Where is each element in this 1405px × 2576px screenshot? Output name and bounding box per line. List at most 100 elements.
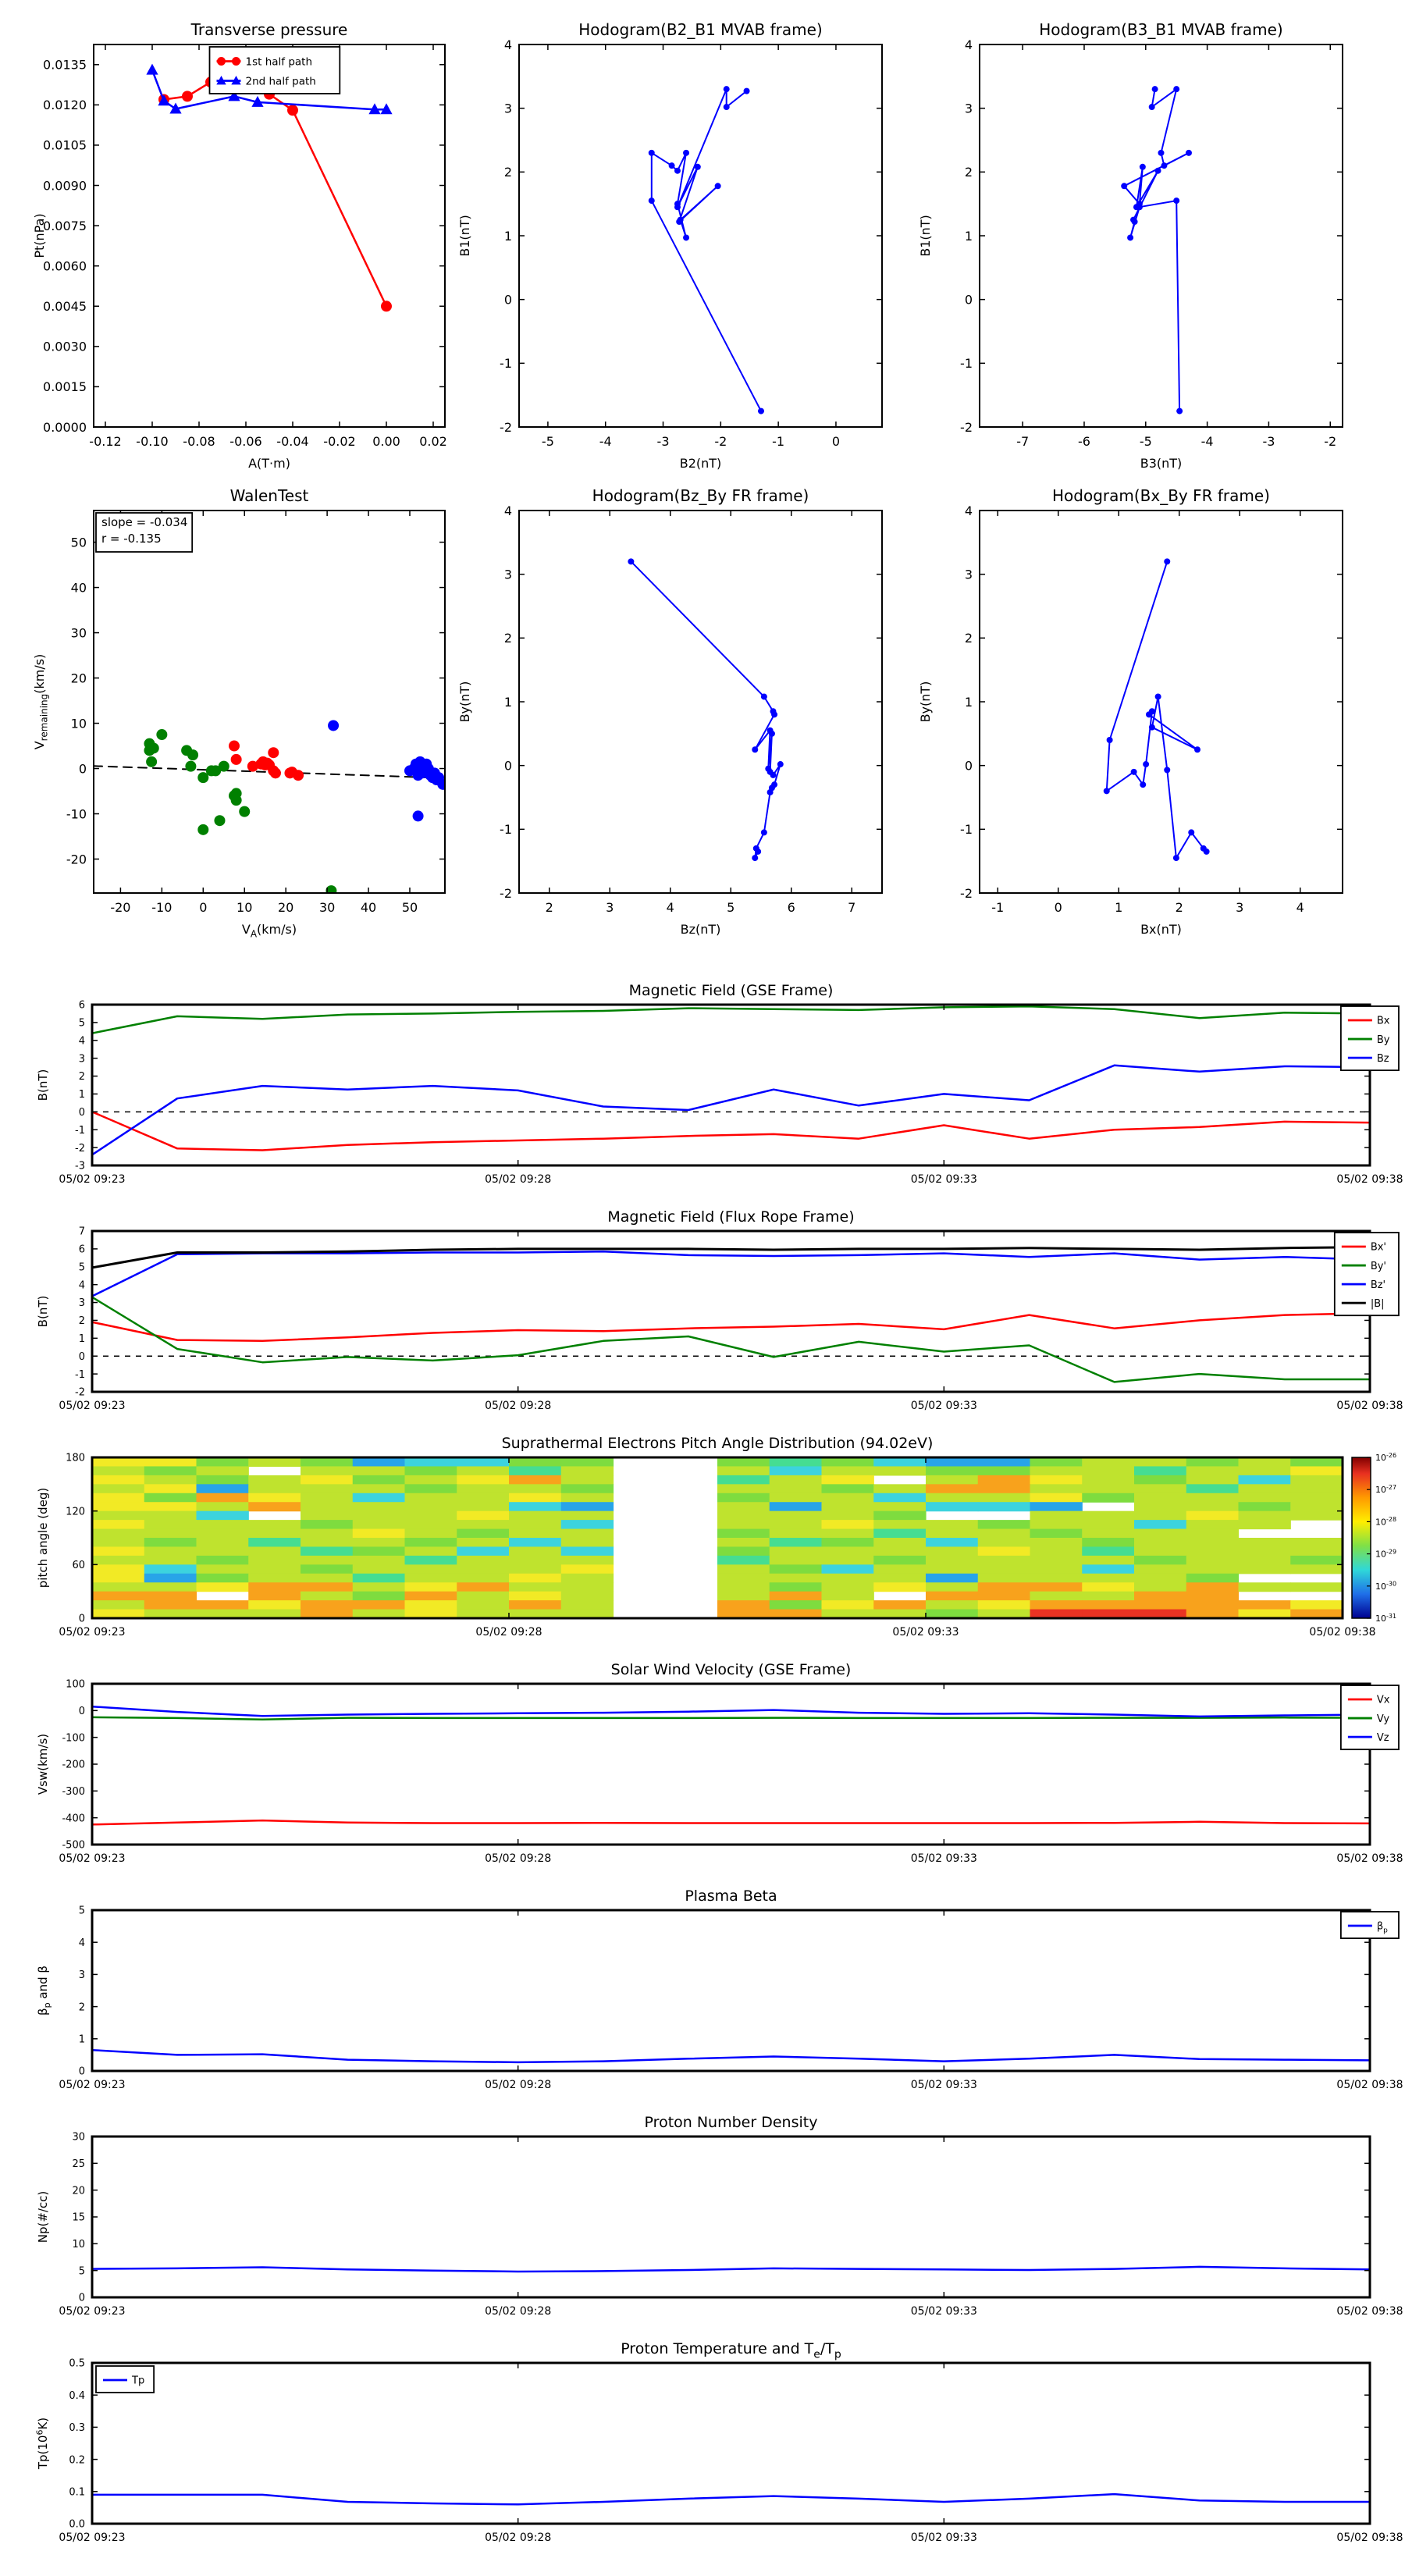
svg-text:-1: -1 [75, 1125, 85, 1137]
svg-text:05/02 09:33: 05/02 09:33 [911, 1852, 977, 1865]
svg-text:-0.10: -0.10 [136, 434, 168, 449]
svg-text:05/02 09:28: 05/02 09:28 [485, 2079, 551, 2091]
svg-text:Transverse pressure: Transverse pressure [190, 20, 348, 39]
svg-text:10-31: 10-31 [1375, 1613, 1396, 1624]
svg-text:r = -0.135: r = -0.135 [101, 532, 162, 546]
svg-text:2: 2 [546, 900, 553, 915]
svg-text:|B|: |B| [1371, 1298, 1385, 1310]
svg-text:3: 3 [1236, 900, 1243, 915]
svg-text:3: 3 [79, 1053, 85, 1065]
svg-text:2: 2 [1176, 900, 1183, 915]
svg-text:6: 6 [79, 1000, 85, 1012]
svg-text:10: 10 [72, 2239, 85, 2250]
svg-text:A(T·m): A(T·m) [248, 456, 290, 471]
svg-text:30: 30 [71, 625, 87, 640]
svg-text:3: 3 [606, 900, 614, 915]
svg-text:-2: -2 [500, 886, 512, 901]
svg-text:05/02 09:38: 05/02 09:38 [1336, 1852, 1403, 1865]
svg-text:0: 0 [79, 761, 87, 776]
svg-text:-2: -2 [714, 434, 727, 449]
svg-text:-20: -20 [110, 900, 130, 915]
svg-text:1: 1 [79, 1089, 85, 1101]
svg-text:Vy: Vy [1377, 1713, 1390, 1725]
svg-text:100: 100 [66, 1679, 85, 1691]
svg-text:1: 1 [79, 1333, 85, 1345]
svg-text:Bx(nT): Bx(nT) [1140, 922, 1182, 937]
vsw-chart-svg: 05/02 09:23 05/02 09:28 05/02 09:33 05/02 0… [36, 1661, 1403, 1865]
gse-chart-svg: 05/02 09:23 05/02 09:28 05/02 09:33 05/02 0… [36, 982, 1403, 1186]
svg-text:4: 4 [504, 37, 512, 52]
svg-text:0: 0 [504, 292, 512, 307]
svg-text:4: 4 [965, 503, 973, 518]
svg-text:0: 0 [504, 758, 512, 773]
svg-text:βp: βp [1377, 1921, 1388, 1935]
svg-text:0: 0 [79, 1614, 85, 1625]
svg-text:0.0135: 0.0135 [43, 58, 87, 73]
svg-text:3: 3 [965, 567, 973, 582]
svg-text:-0.06: -0.06 [229, 434, 261, 449]
svg-text:0.0045: 0.0045 [43, 299, 87, 314]
svg-text:1: 1 [1115, 900, 1122, 915]
svg-text:-20: -20 [66, 852, 87, 866]
svg-text:2: 2 [79, 2001, 85, 2013]
svg-text:40: 40 [361, 900, 376, 915]
svg-text:05/02 09:28: 05/02 09:28 [485, 2305, 551, 2318]
svg-text:-300: -300 [62, 1786, 85, 1798]
svg-text:7: 7 [79, 1226, 85, 1238]
svg-text:slope = -0.034: slope = -0.034 [101, 515, 187, 529]
transverse-pressure-plot: -0.12 -0.10 -0.08 -0.06 -0.04 -0.02 0.00 0.02 0.… [31, 12, 457, 480]
svg-text:-0.02: -0.02 [323, 434, 355, 449]
svg-text:4: 4 [79, 1279, 85, 1291]
svg-text:1st half path: 1st half path [246, 55, 313, 68]
svg-text:Hodogram(Bz_By FR frame): Hodogram(Bz_By FR frame) [592, 486, 809, 505]
svg-text:05/02 09:33: 05/02 09:33 [892, 1626, 959, 1638]
svg-text:30: 30 [319, 900, 335, 915]
h4-chart-svg: -1 0 1 2 3 4 -2 -1 0 1 2 3 4 Hodogram(Bx_By FR frame)… [918, 486, 1343, 937]
svg-text:10-26: 10-26 [1375, 1452, 1396, 1463]
svg-text:05/02 09:33: 05/02 09:33 [911, 1173, 977, 1186]
plasma-beta-panel: 05/02 09:23 05/02 09:28 05/02 09:33 05/02 0… [31, 1885, 1405, 2112]
svg-text:0.0015: 0.0015 [43, 379, 87, 394]
svg-text:Tp: Tp [131, 2375, 144, 2387]
svg-text:05/02 09:23: 05/02 09:23 [59, 1626, 125, 1638]
svg-text:Bz: Bz [1377, 1053, 1389, 1065]
h2-chart-svg: -7 -6 -5 -4 -3 -2 -2 -1 0 1 2 3 4 Hodogram(B3_B1 MVAB… [918, 20, 1343, 471]
svg-text:B2(nT): B2(nT) [680, 456, 722, 471]
svg-text:-1: -1 [960, 356, 973, 371]
svg-text:0.5: 0.5 [69, 2358, 85, 2370]
svg-text:0: 0 [832, 434, 840, 449]
walen-test-plot: -20 -10 0 10 20 30 40 50 -20 -10 0 10 20 30 40 50 WalenT… [31, 478, 457, 946]
svg-text:-2: -2 [75, 1143, 85, 1155]
svg-text:05/02 09:38: 05/02 09:38 [1336, 2532, 1403, 2544]
svg-text:180: 180 [66, 1453, 85, 1464]
hodogram-bx-by-plot: -1 0 1 2 3 4 -2 -1 0 1 2 3 4 Hodogram(Bx_By FR frame)… [917, 478, 1354, 946]
svg-text:2nd half path: 2nd half path [246, 75, 316, 87]
svg-text:0.1: 0.1 [69, 2486, 85, 2498]
svg-text:05/02 09:23: 05/02 09:23 [59, 2079, 125, 2091]
svg-text:WalenTest: WalenTest [230, 486, 309, 505]
svg-text:-10: -10 [66, 806, 87, 821]
svg-text:-5: -5 [1140, 434, 1152, 449]
svg-text:By: By [1377, 1034, 1390, 1046]
svg-text:05/02 09:38: 05/02 09:38 [1309, 1626, 1375, 1638]
svg-text:-0.12: -0.12 [89, 434, 121, 449]
tp1-chart-svg: -0.12 -0.10 -0.08 -0.06 -0.04 -0.02 0.00 0.02 0.… [32, 20, 447, 471]
svg-text:2: 2 [504, 631, 512, 646]
svg-text:-2: -2 [960, 420, 973, 435]
svg-text:-7: -7 [1016, 434, 1029, 449]
svg-text:25: 25 [72, 2158, 85, 2170]
svg-text:-2: -2 [1324, 434, 1336, 449]
svg-text:-3: -3 [75, 1161, 85, 1172]
svg-text:5: 5 [79, 1261, 85, 1273]
np-chart-svg: 05/02 09:23 05/02 09:28 05/02 09:33 05/02 0… [36, 2114, 1403, 2318]
svg-text:βp and β: βp and β [36, 1966, 52, 2016]
svg-text:0.2: 0.2 [69, 2454, 85, 2466]
svg-text:05/02 09:33: 05/02 09:33 [911, 2305, 977, 2318]
svg-text:05/02 09:23: 05/02 09:23 [59, 1173, 125, 1186]
svg-text:Np(#/cc): Np(#/cc) [36, 2191, 50, 2243]
svg-text:05/02 09:23: 05/02 09:23 [59, 2532, 125, 2544]
svg-text:Bx': Bx' [1371, 1242, 1386, 1254]
svg-text:05/02 09:28: 05/02 09:28 [485, 1173, 551, 1186]
svg-text:05/02 09:23: 05/02 09:23 [59, 1400, 125, 1412]
svg-text:10-28: 10-28 [1375, 1516, 1396, 1527]
